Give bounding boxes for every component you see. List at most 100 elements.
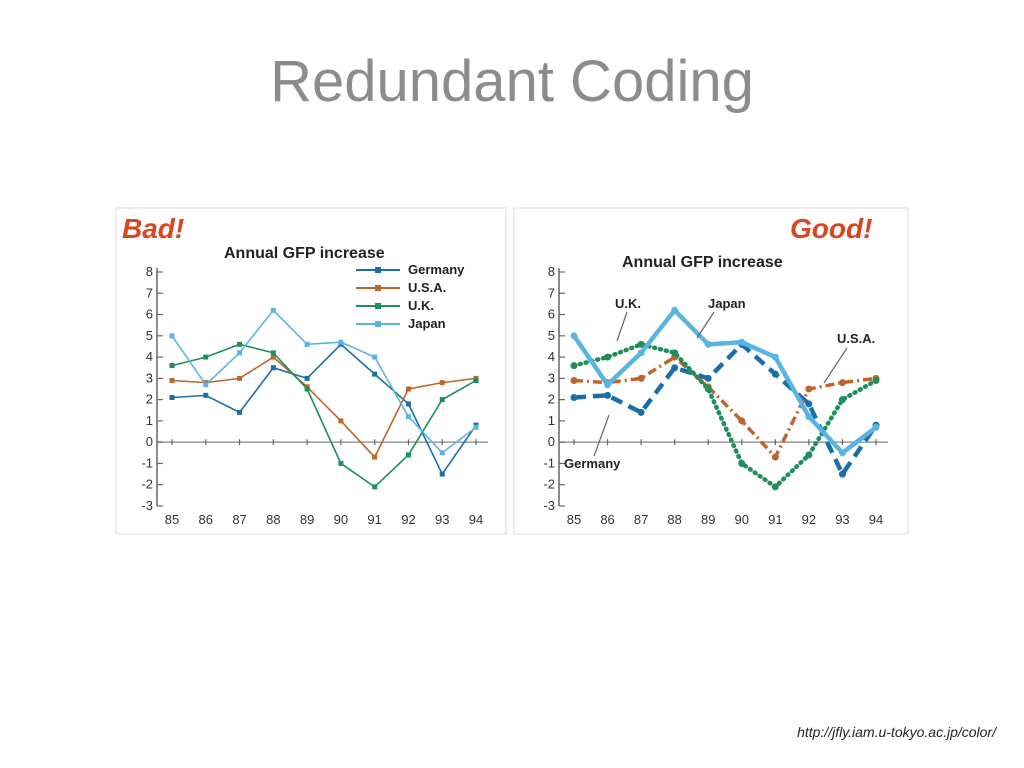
bad-point-uk (270, 350, 276, 356)
good-point-japan (604, 381, 612, 389)
bad-point-japan (203, 382, 209, 388)
good-x-tick-label: 90 (735, 512, 749, 527)
good-y-tick-label: 0 (548, 434, 555, 449)
bad-series-line-usa (171, 356, 477, 459)
bad-point-uk (304, 386, 310, 392)
good-point-uk (838, 396, 846, 404)
bad-y-tick-label: 6 (146, 307, 153, 322)
bad-point-germany (439, 471, 445, 477)
legend-swatch-marker-germany (375, 267, 381, 273)
label-uk-leader (616, 311, 628, 342)
bad-y-tick-label: -1 (141, 455, 153, 470)
bad-y-tick-label: 5 (146, 328, 153, 343)
good-point-japan (738, 338, 746, 346)
good-point-uk (604, 353, 612, 361)
good-series-line-uk (571, 342, 879, 490)
bad-point-usa (169, 377, 175, 383)
bad-point-japan (439, 450, 445, 456)
legend-swatch-marker-japan (375, 321, 381, 327)
bad-point-germany (372, 371, 378, 377)
bad-series-line-japan (171, 309, 477, 454)
good-y-tick-label: -2 (543, 477, 555, 492)
bad-point-uk (338, 460, 344, 466)
bad-point-usa (405, 386, 411, 392)
good-point-germany (805, 400, 813, 408)
bad-point-uk (203, 354, 209, 360)
bad-point-usa (237, 375, 243, 381)
label-japan-leader (696, 311, 715, 339)
good-point-usa (771, 453, 779, 461)
good-y-tick-label: 8 (548, 264, 555, 279)
legend-swatch-marker-uk (375, 303, 381, 309)
bad-y-tick-label: 8 (146, 264, 153, 279)
good-y-tick-label: 2 (548, 392, 555, 407)
bad-chart-legend: Germany U.S.A. U.K. Japan (356, 262, 465, 331)
bad-point-uk (372, 484, 378, 490)
good-point-usa (805, 385, 813, 393)
good-point-germany (570, 394, 578, 402)
bad-y-tick-label: 7 (146, 285, 153, 300)
bad-series-line-germany (171, 343, 477, 476)
bad-y-tick-label: 2 (146, 392, 153, 407)
label-usa-leader (823, 347, 848, 384)
bad-x-tick-label: 90 (334, 512, 348, 527)
bad-point-japan (304, 341, 310, 347)
bad-y-tick-label: -2 (141, 477, 153, 492)
good-x-tick-label: 94 (869, 512, 883, 527)
good-point-germany (604, 391, 612, 399)
bad-y-tick-label: 3 (146, 370, 153, 385)
good-series-line-usa (573, 355, 877, 459)
good-point-japan (704, 340, 712, 348)
good-y-tick-label: 5 (548, 328, 555, 343)
bad-point-japan (169, 333, 175, 339)
bad-point-usa (338, 418, 344, 424)
good-chart-title: Annual GFP increase (622, 254, 783, 271)
good-point-japan (805, 413, 813, 421)
bad-y-tick-label: 1 (146, 413, 153, 428)
good-x-tick-label: 87 (634, 512, 648, 527)
comparison-figure: Bad! Annual GFP increase 876543210-1-2-3… (115, 207, 909, 535)
good-point-germany (838, 470, 846, 478)
legend-label-usa: U.S.A. (408, 280, 446, 295)
good-y-tick-label: 4 (548, 349, 555, 364)
bad-y-tick-label: -3 (141, 498, 153, 513)
good-badge: Good! (790, 213, 872, 244)
good-point-japan (570, 332, 578, 340)
bad-x-tick-label: 91 (367, 512, 381, 527)
good-point-germany (771, 370, 779, 378)
good-point-uk (872, 376, 880, 384)
good-x-tick-label: 91 (768, 512, 782, 527)
good-y-tick-label: 7 (548, 285, 555, 300)
bad-point-usa (270, 354, 276, 360)
bad-x-tick-label: 92 (401, 512, 415, 527)
good-point-usa (637, 374, 645, 382)
bad-x-tick-label: 88 (266, 512, 280, 527)
good-point-usa (570, 376, 578, 384)
good-y-tick-label: 3 (548, 370, 555, 385)
good-point-uk (671, 349, 679, 357)
good-x-tick-label: 85 (567, 512, 581, 527)
bad-point-germany (169, 395, 175, 401)
bad-x-tick-label: 87 (232, 512, 246, 527)
good-x-tick-label: 92 (802, 512, 816, 527)
bad-x-tick-label: 94 (469, 512, 483, 527)
good-y-tick-label: -3 (543, 498, 555, 513)
bad-point-japan (405, 414, 411, 420)
bad-point-usa (439, 380, 445, 386)
good-y-tick-label: -1 (543, 455, 555, 470)
legend-swatch-marker-usa (375, 285, 381, 291)
bad-point-germany (270, 365, 276, 371)
good-chart-panel: Good! Annual GFP increase 876543210-1-2-… (513, 207, 909, 535)
label-germany-leader (593, 414, 610, 457)
label-usa: U.S.A. (837, 331, 875, 346)
bad-point-uk (169, 363, 175, 369)
bad-point-germany (405, 401, 411, 407)
bad-x-tick-label: 93 (435, 512, 449, 527)
good-point-usa (838, 379, 846, 387)
bad-x-tick-label: 85 (165, 512, 179, 527)
good-x-tick-label: 86 (600, 512, 614, 527)
good-y-tick-label: 6 (548, 307, 555, 322)
slide-title: Redundant Coding (270, 49, 754, 114)
